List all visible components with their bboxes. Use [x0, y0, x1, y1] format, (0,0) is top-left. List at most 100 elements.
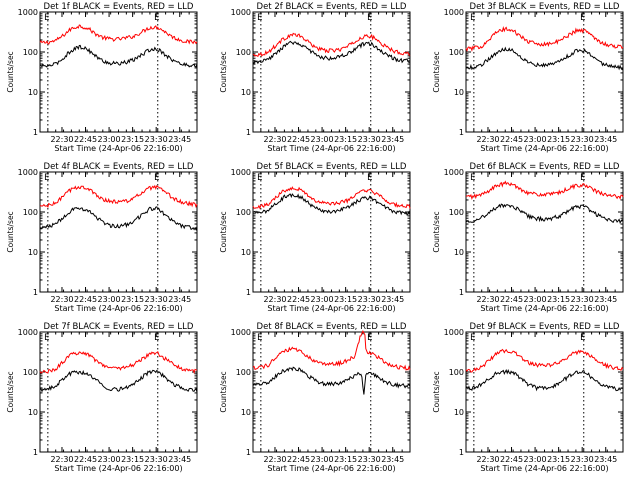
event-marker: E	[257, 13, 262, 23]
event-marker: E	[367, 173, 372, 183]
x-tick-label: 23:45	[594, 295, 617, 304]
y-tick-label: 10	[28, 248, 38, 257]
event-marker: E	[154, 13, 159, 23]
x-tick-label: 22:45	[500, 135, 523, 144]
y-axis-label: Counts/sec	[6, 211, 15, 252]
x-tick-label: 23:00	[524, 455, 547, 464]
plot-frame	[465, 11, 624, 133]
y-tick-label: 100	[449, 48, 464, 57]
y-tick-label: 1000	[231, 168, 251, 177]
x-tick-label: 22:45	[500, 295, 523, 304]
y-tick-label: 1	[246, 288, 251, 297]
chart-title: Det 1f BLACK = Events, RED = LLD	[44, 2, 194, 12]
y-tick-label: 1000	[18, 8, 38, 17]
x-tick-label: 22:30	[476, 135, 499, 144]
chart-title: Det 2f BLACK = Events, RED = LLD	[257, 2, 407, 12]
chart-title: Det 7f BLACK = Events, RED = LLD	[44, 322, 194, 332]
x-tick-label: 22:30	[263, 135, 286, 144]
plot-frame	[252, 171, 411, 293]
x-tick-label: 23:15	[121, 295, 144, 304]
x-tick-label: 23:15	[547, 455, 570, 464]
event-marker: E	[470, 173, 475, 183]
chart-panel: Det 4f BLACK = Events, RED = LLD 1 10 100 10…	[6, 162, 198, 313]
y-tick-label: 1000	[444, 168, 464, 177]
lld-series-line	[39, 184, 198, 209]
lld-series-line	[39, 24, 198, 45]
x-tick-label: 23:15	[121, 135, 144, 144]
event-marker: E	[44, 13, 49, 23]
x-tick-label: 23:45	[594, 135, 617, 144]
x-tick-label: 22:30	[476, 295, 499, 304]
x-tick-label: 22:45	[287, 455, 310, 464]
x-tick-label: 23:45	[168, 455, 191, 464]
y-tick-label: 1000	[18, 328, 38, 337]
x-tick-label: 23:30	[145, 455, 168, 464]
x-axis-label: Start Time (24-Apr-06 22:16:00)	[54, 144, 182, 153]
y-tick-label: 1000	[231, 8, 251, 17]
x-tick-label: 23:15	[121, 455, 144, 464]
x-tick-label: 23:30	[145, 135, 168, 144]
chart-panel: Det 9f BLACK = Events, RED = LLD 1 10 100 10…	[432, 322, 624, 473]
x-tick-label: 23:45	[594, 455, 617, 464]
y-tick-label: 1000	[231, 328, 251, 337]
events-series-line	[465, 368, 624, 392]
y-tick-label: 10	[28, 88, 38, 97]
plot-frame	[465, 331, 624, 453]
chart-panel: Det 3f BLACK = Events, RED = LLD 1 10 100 10…	[432, 2, 624, 153]
x-tick-label: 23:45	[381, 135, 404, 144]
event-marker: E	[580, 333, 585, 343]
x-tick-label: 23:00	[524, 295, 547, 304]
y-axis-label: Counts/sec	[432, 211, 441, 252]
y-tick-label: 1	[246, 448, 251, 457]
events-series-line	[39, 369, 198, 393]
lld-series-line	[252, 329, 411, 371]
plot-frame	[39, 331, 198, 453]
x-tick-label: 23:30	[571, 455, 594, 464]
x-tick-label: 23:00	[311, 135, 334, 144]
chart-panel: Det 1f BLACK = Events, RED = LLD 1 10 100 10…	[6, 2, 198, 153]
event-marker: E	[257, 173, 262, 183]
x-tick-label: 23:15	[547, 295, 570, 304]
plot-frame	[39, 171, 198, 293]
x-tick-label: 23:15	[547, 135, 570, 144]
x-tick-label: 23:00	[98, 135, 121, 144]
event-marker: E	[470, 13, 475, 23]
lld-series-line	[465, 180, 624, 201]
event-marker: E	[154, 333, 159, 343]
y-tick-label: 100	[236, 48, 251, 57]
lld-series-line	[252, 32, 411, 57]
x-tick-label: 23:00	[524, 135, 547, 144]
y-tick-label: 1000	[444, 328, 464, 337]
chart-title: Det 9f BLACK = Events, RED = LLD	[470, 322, 620, 332]
chart-panel: Det 7f BLACK = Events, RED = LLD 1 10 100 10…	[6, 322, 198, 473]
y-axis-label: Counts/sec	[6, 371, 15, 412]
y-tick-label: 100	[449, 368, 464, 377]
event-marker: E	[154, 173, 159, 183]
y-tick-label: 1	[459, 448, 464, 457]
chart-panel: Det 5f BLACK = Events, RED = LLD 1 10 100 10…	[219, 162, 411, 313]
y-tick-label: 100	[236, 368, 251, 377]
event-marker: E	[257, 333, 262, 343]
y-tick-label: 100	[449, 208, 464, 217]
x-tick-label: 23:30	[358, 295, 381, 304]
x-tick-label: 22:30	[50, 135, 73, 144]
y-axis-label: Counts/sec	[219, 211, 228, 252]
events-series-line	[252, 366, 411, 395]
y-axis-label: Counts/sec	[432, 51, 441, 92]
y-tick-label: 1	[459, 128, 464, 137]
event-marker: E	[470, 333, 475, 343]
events-series-line	[465, 203, 624, 224]
plot-frame	[252, 331, 411, 453]
x-tick-label: 23:00	[98, 295, 121, 304]
x-axis-label: Start Time (24-Apr-06 22:16:00)	[480, 304, 608, 313]
x-tick-label: 23:30	[145, 295, 168, 304]
y-tick-label: 10	[241, 248, 251, 257]
event-marker: E	[367, 13, 372, 23]
chart-title: Det 5f BLACK = Events, RED = LLD	[257, 162, 407, 172]
chart-title: Det 8f BLACK = Events, RED = LLD	[257, 322, 407, 332]
x-tick-label: 23:30	[358, 455, 381, 464]
x-tick-label: 23:45	[381, 295, 404, 304]
x-tick-label: 22:45	[287, 135, 310, 144]
plot-frame	[39, 11, 198, 133]
